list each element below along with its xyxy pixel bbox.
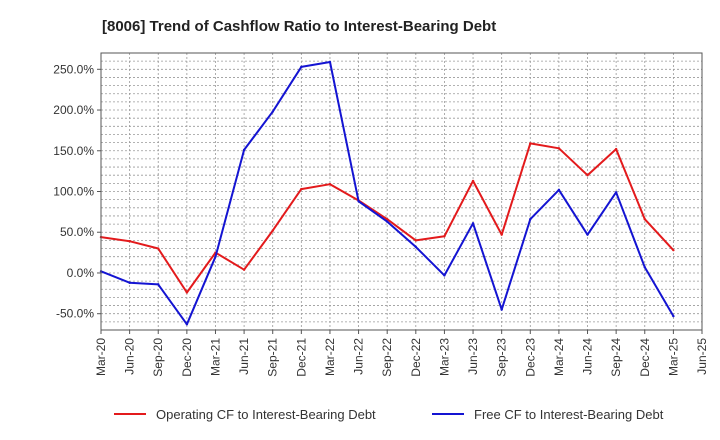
x-tick-label: Jun-20: [123, 338, 137, 375]
legend: Operating CF to Interest-Bearing Debt Fre…: [114, 407, 664, 422]
data-point: [443, 274, 446, 277]
data-point: [185, 291, 189, 294]
chart-title: [8006] Trend of Cashflow Ratio to Intere…: [102, 18, 496, 35]
x-tick-label: Mar-24: [552, 338, 566, 376]
data-point: [414, 239, 418, 242]
data-point: [500, 233, 503, 236]
data-point: [242, 148, 246, 152]
data-point: [214, 255, 217, 258]
x-tick-label: Jun-22: [352, 338, 366, 375]
y-tick-label: 0.0%: [67, 266, 95, 280]
data-point: [328, 182, 332, 186]
data-point: [672, 314, 675, 318]
x-tick-label: Mar-23: [437, 338, 451, 376]
data-point: [357, 200, 360, 203]
x-tick-label: Sep-21: [266, 338, 280, 377]
x-tick-label: Mar-20: [94, 338, 108, 376]
x-tick-label: Sep-23: [495, 338, 509, 377]
y-tick-label: -50.0%: [56, 307, 94, 321]
data-point: [643, 218, 646, 221]
data-point: [157, 283, 160, 286]
data-point: [128, 281, 131, 284]
grid-layer: [100, 53, 703, 330]
data-point: [643, 266, 646, 269]
x-tick-label: Sep-22: [380, 338, 394, 377]
data-point: [300, 187, 303, 191]
data-point: [586, 233, 589, 236]
x-tick-label: Dec-23: [523, 338, 537, 377]
y-tick-label: 100.0%: [53, 185, 94, 199]
data-point: [385, 220, 389, 223]
x-tick-label: Dec-21: [294, 338, 308, 377]
x-tick-label: Dec-20: [180, 338, 194, 377]
data-point: [586, 174, 589, 177]
data-point: [385, 218, 389, 221]
y-tick-label: 50.0%: [60, 225, 94, 239]
x-tick-label: Dec-22: [409, 338, 423, 377]
x-tick-label: Jun-25: [695, 338, 709, 375]
data-point: [414, 245, 418, 249]
y-axis: -50.0% 0.0% 50.0% 100.0% 150.0% 200.0% 250.0%: [53, 62, 101, 321]
x-tick-label: Mar-22: [323, 338, 337, 376]
y-tick-label: 250.0%: [53, 62, 94, 76]
legend-label-2: Free CF to Interest-Bearing Debt: [474, 407, 664, 422]
x-tick-label: Sep-20: [151, 338, 165, 377]
data-point: [300, 65, 303, 69]
x-tick-label: Jun-23: [466, 338, 480, 375]
data-point: [443, 235, 446, 238]
data-point: [471, 222, 475, 225]
x-tick-label: Jun-24: [581, 338, 595, 375]
data-point: [328, 60, 332, 64]
x-tick-label: Dec-24: [638, 338, 652, 377]
data-point: [529, 218, 532, 221]
x-tick-label: Mar-25: [666, 338, 680, 376]
series-layer: [99, 60, 675, 326]
data-point: [614, 191, 618, 194]
data-point: [271, 110, 274, 113]
data-point: [185, 323, 189, 326]
data-point: [157, 247, 160, 250]
legend-label-1: Operating CF to Interest-Bearing Debt: [156, 407, 376, 422]
x-axis: Mar-20 Jun-20 Sep-20 Dec-20 Mar-21 Jun-21 Sep-…: [94, 330, 709, 377]
x-tick-label: Jun-21: [237, 338, 251, 375]
data-point: [500, 308, 503, 311]
y-tick-label: 150.0%: [53, 144, 94, 158]
data-point: [271, 229, 274, 232]
data-point: [242, 268, 246, 271]
data-point: [529, 142, 532, 145]
data-point: [471, 179, 475, 183]
data-point: [128, 239, 131, 243]
data-point: [672, 248, 675, 252]
data-point: [557, 147, 561, 150]
data-point: [614, 147, 618, 151]
x-tick-label: Mar-21: [208, 338, 222, 376]
data-point: [557, 188, 561, 192]
x-tick-label: Sep-24: [609, 338, 623, 377]
y-tick-label: 200.0%: [53, 103, 94, 117]
